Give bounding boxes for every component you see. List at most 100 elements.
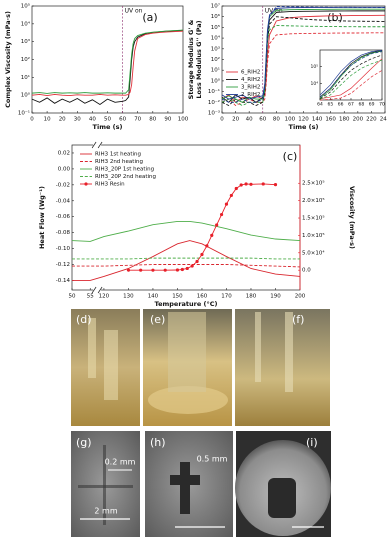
data-point bbox=[261, 182, 265, 186]
x-tick-label: 70 bbox=[134, 117, 141, 123]
legend-label: RIH3_20P 2nd heating bbox=[95, 174, 156, 180]
data-point bbox=[249, 182, 253, 186]
y-axis-label: Complex Viscosity (mPa·s) bbox=[4, 11, 12, 108]
x-tick-label: 40 bbox=[246, 117, 253, 123]
y-tick-label: 10¹ bbox=[211, 67, 220, 74]
y-axis-label: Loss Modulus G'' (Pa) bbox=[195, 20, 203, 98]
data-point bbox=[273, 183, 278, 187]
panel-label: (c) bbox=[283, 150, 298, 163]
y-tick-label: 10⁴ bbox=[211, 35, 221, 42]
scale-label: 0.2 mm bbox=[105, 458, 136, 467]
x-tick-label: 50 bbox=[69, 294, 76, 300]
y-tick-label: 10¹ bbox=[21, 74, 30, 81]
y-tick-label: 10⁴ bbox=[21, 20, 31, 27]
series-line bbox=[31, 29, 184, 106]
legend-label: 6_RIH2 bbox=[241, 70, 260, 76]
series-line bbox=[319, 51, 383, 98]
y-tick-label: -0.14 bbox=[56, 278, 71, 284]
x-tick-label: 67 bbox=[348, 102, 354, 108]
x-axis-label: Time (s) bbox=[289, 123, 319, 131]
x-tick-label: 69 bbox=[369, 102, 375, 108]
photo-label: (h) bbox=[150, 436, 166, 449]
x-tick-label: 150 bbox=[172, 294, 183, 300]
y-tick-label: 0.00 bbox=[58, 166, 71, 172]
photo-label: (g) bbox=[76, 436, 92, 449]
axis-break bbox=[91, 286, 97, 294]
scale-label: 0.5 mm bbox=[197, 455, 228, 464]
data-point bbox=[210, 233, 214, 238]
y-tick-label: -0.12 bbox=[56, 262, 70, 268]
x-tick-label: 220 bbox=[366, 117, 377, 123]
data-point bbox=[195, 259, 199, 264]
photo-detail bbox=[168, 312, 206, 392]
plot-frame bbox=[31, 5, 184, 114]
y-tick-label: -0.08 bbox=[56, 230, 71, 236]
charts: 0 10 20 30 40 50 60 70 80 90 100 10⁻¹ 10⁰ 10¹ 10² 10³ 10… bbox=[4, 3, 387, 309]
scale-label: 2 mm bbox=[94, 507, 117, 516]
x-tick-label: 20 bbox=[59, 117, 66, 123]
data-point bbox=[244, 182, 248, 186]
series-line bbox=[319, 58, 383, 100]
x-tick-label: 190 bbox=[270, 294, 281, 300]
x-tick-label: 80 bbox=[149, 117, 156, 123]
x-tick-label: 55 bbox=[87, 294, 94, 300]
photo-detail bbox=[78, 485, 133, 488]
y-tick-label: 10⁰ bbox=[211, 77, 221, 84]
x-tick-label: 70 bbox=[379, 102, 385, 108]
legend-label: 3_RIH2 bbox=[241, 85, 260, 91]
photo-label: (e) bbox=[150, 313, 165, 326]
axis-break bbox=[97, 141, 103, 149]
y-tick-label: 10⁴ bbox=[310, 81, 318, 87]
x-tick-label: 10 bbox=[44, 117, 51, 123]
series-line bbox=[221, 16, 386, 107]
data-point bbox=[234, 186, 238, 191]
x-tick-label: 200 bbox=[353, 117, 364, 123]
axis-break bbox=[91, 141, 97, 149]
x-tick-label: 100 bbox=[178, 117, 189, 123]
series-line bbox=[221, 25, 385, 107]
series-line bbox=[72, 257, 300, 260]
data-point bbox=[229, 193, 233, 198]
x-tick-label: 30 bbox=[74, 117, 81, 123]
x-tick-label: 200 bbox=[295, 294, 306, 300]
data-point bbox=[239, 183, 243, 187]
photo-label: (i) bbox=[306, 436, 318, 449]
x-tick-label: 170 bbox=[221, 294, 232, 300]
x-tick-label: 66 bbox=[338, 102, 344, 108]
y-tick-label: -0.02 bbox=[56, 182, 70, 188]
panel-label: (b) bbox=[327, 11, 343, 24]
x-tick-label: 90 bbox=[164, 117, 171, 123]
data-point bbox=[163, 268, 167, 272]
y-tick-label: 10⁻¹ bbox=[18, 110, 30, 117]
axis-break bbox=[97, 286, 103, 294]
x-tick-label: 160 bbox=[325, 117, 336, 123]
y2-axis-label: Viscosity (mPa·s) bbox=[348, 186, 356, 249]
y-tick-label: 10⁷ bbox=[211, 3, 220, 10]
legend-label: RIH3 Resin bbox=[95, 182, 125, 188]
y-tick-label: 10⁵ bbox=[211, 24, 220, 31]
photo-detail bbox=[180, 462, 190, 514]
x-tick-label: 60 bbox=[259, 117, 266, 123]
y2-tick-label: 5.0×10⁴ bbox=[302, 249, 325, 256]
data-point bbox=[175, 268, 180, 272]
y-tick-label: 10⁻³ bbox=[208, 110, 220, 117]
series-line bbox=[221, 14, 386, 103]
y-tick-label: 10⁻² bbox=[208, 99, 220, 106]
photo-detail bbox=[268, 478, 296, 518]
y-tick-label: 10² bbox=[211, 56, 220, 63]
y-tick-label: -0.10 bbox=[56, 246, 71, 252]
panel-label: (a) bbox=[142, 11, 157, 24]
photo-label: (d) bbox=[76, 313, 92, 326]
photo-detail bbox=[285, 312, 293, 392]
series-line bbox=[319, 59, 383, 100]
series-line bbox=[31, 30, 184, 97]
data-point bbox=[224, 202, 229, 206]
photo bbox=[235, 309, 330, 426]
series-line bbox=[319, 50, 383, 96]
data-point bbox=[180, 267, 184, 272]
legend-label: 4_RIH2 bbox=[241, 77, 260, 83]
x-tick-label: 60 bbox=[119, 117, 126, 123]
photo-row-1: (d) (e) (f) bbox=[71, 309, 330, 426]
y-axis-label: Heat Flow (Wg⁻¹) bbox=[38, 186, 46, 249]
